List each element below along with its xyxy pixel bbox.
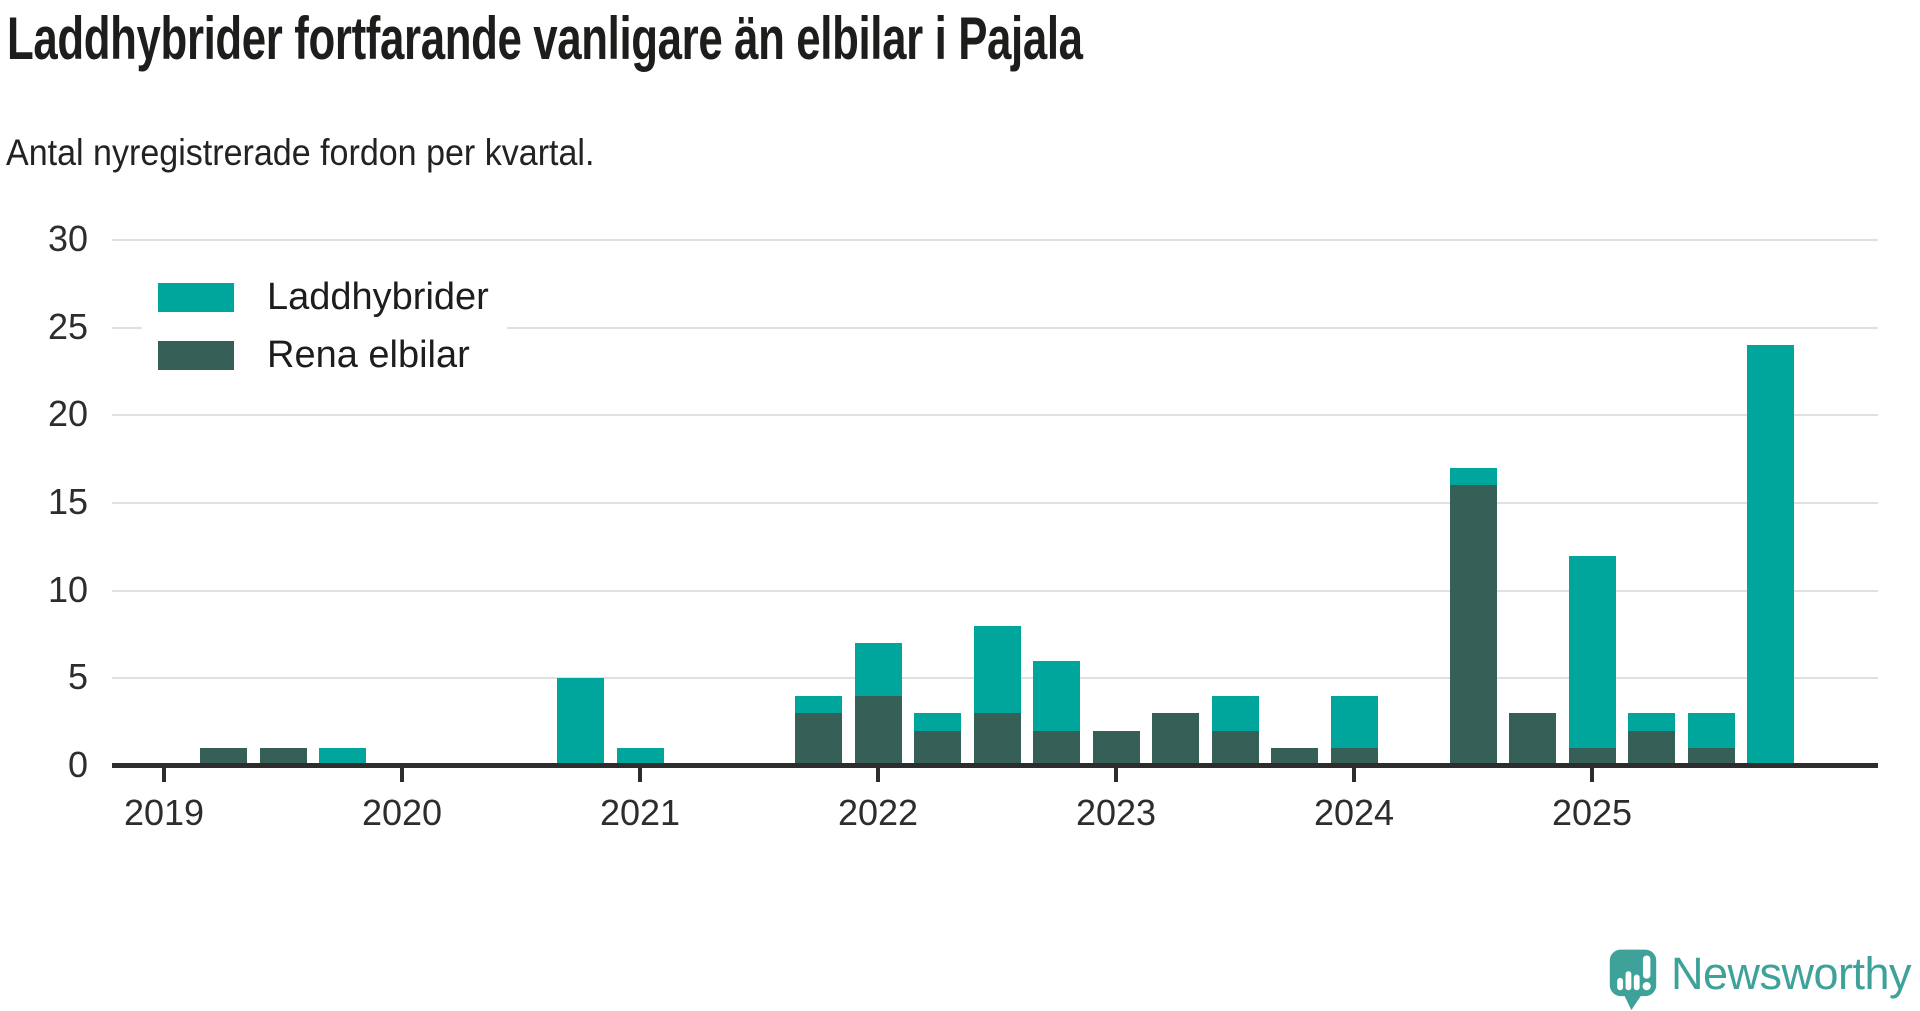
x-axis-tick-2020 <box>400 768 404 782</box>
x-axis-line <box>112 763 1878 768</box>
x-axis-label-2020: 2020 <box>361 792 443 833</box>
bar-segment-rena-elbilar-2024-Q1 <box>1330 748 1378 766</box>
x-axis-label-2025: 2025 <box>1551 792 1633 833</box>
legend-item-laddhybrider: Laddhybrider <box>158 276 489 319</box>
x-axis-label-2019: 2019 <box>123 792 205 833</box>
x-axis-tick-2025 <box>1590 768 1594 782</box>
bar-segment-laddhybrider-2025-Q3 <box>1687 713 1735 749</box>
plot-area: 2019 2020 2021 2022 2023 2024 2025 <box>112 239 1878 833</box>
x-axis-label-2022: 2022 <box>837 792 919 833</box>
x-axis-tick-2021 <box>638 768 642 782</box>
bar-segment-laddhybrider-2025-Q4 <box>1747 345 1794 766</box>
bar-segment-laddhybrider-2019-Q4 <box>319 748 366 766</box>
x-axis-label-2021: 2021 <box>599 792 681 833</box>
bar-segment-laddhybrider-2021-Q1 <box>616 748 664 766</box>
chart-title: Laddhybrider fortfarande vanligare än el… <box>7 5 1083 72</box>
legend-label: Rena elbilar <box>267 334 470 376</box>
y-axis-label-20: 20 <box>47 393 88 435</box>
legend-swatch-rena-elbilar <box>158 341 234 370</box>
bar-segment-laddhybrider-2024-Q3 <box>1449 467 1497 486</box>
bar-segment-rena-elbilar-2023-Q4 <box>1271 748 1318 766</box>
y-axis-label-30: 30 <box>47 218 88 260</box>
x-axis-tick-2019 <box>162 768 166 782</box>
bar-segment-laddhybrider-2024-Q1 <box>1330 695 1378 749</box>
y-axis-label-10: 10 <box>47 568 88 610</box>
bar-segment-rena-elbilar-2022-Q4 <box>1033 730 1080 766</box>
bar-segment-laddhybrider-2025-Q1 <box>1568 555 1616 749</box>
newsworthy-branding: Newsworthy <box>1608 948 1912 1011</box>
legend-item-rena-elbilar: Rena elbilar <box>158 334 489 377</box>
y-axis-label-25: 25 <box>47 305 88 347</box>
newsworthy-logo-text: Newsworthy <box>1671 948 1912 999</box>
bar-segment-rena-elbilar-2025-Q2 <box>1628 730 1675 766</box>
x-axis-label-2023: 2023 <box>1075 792 1157 833</box>
y-axis-label-5: 5 <box>67 656 88 698</box>
gridline-25 <box>112 326 1878 329</box>
bar-segment-rena-elbilar-2022-Q3 <box>973 713 1021 766</box>
x-axis-label-2024: 2024 <box>1313 792 1395 833</box>
bar-segment-laddhybrider-2022-Q2 <box>914 713 961 731</box>
legend: Laddhybrider Rena elbilar <box>142 266 507 389</box>
bar-segment-laddhybrider-2023-Q3 <box>1211 695 1259 731</box>
bar-segment-rena-elbilar-2019-Q3 <box>259 748 307 766</box>
gridline-10 <box>112 589 1878 592</box>
bar-segment-rena-elbilar-2024-Q4 <box>1509 713 1556 766</box>
bar-segment-laddhybrider-2020-Q4 <box>557 678 604 766</box>
bar-segment-laddhybrider-2022-Q4 <box>1033 660 1080 731</box>
bar-segment-laddhybrider-2025-Q2 <box>1628 713 1675 731</box>
bar-segment-laddhybrider-2022-Q1 <box>854 643 902 696</box>
bar-segment-rena-elbilar-2019-Q2 <box>200 748 247 766</box>
y-axis-label-15: 15 <box>47 481 88 523</box>
bar-segment-rena-elbilar-2023-Q3 <box>1211 730 1259 766</box>
bar-segment-rena-elbilar-2025-Q1 <box>1568 748 1616 766</box>
bar-segment-rena-elbilar-2021-Q4 <box>795 713 842 766</box>
bar-segment-laddhybrider-2021-Q4 <box>795 695 842 714</box>
x-axis-tick-2023 <box>1114 768 1118 782</box>
bar-segment-rena-elbilar-2023-Q2 <box>1152 713 1199 766</box>
legend-label: Laddhybrider <box>267 276 489 318</box>
gridline-30 <box>112 239 1878 241</box>
bar-segment-laddhybrider-2022-Q3 <box>973 625 1021 714</box>
bar-segment-rena-elbilar-2022-Q2 <box>914 730 961 766</box>
bar-segment-rena-elbilar-2025-Q3 <box>1687 748 1735 766</box>
bar-segment-rena-elbilar-2022-Q1 <box>854 695 902 766</box>
bar-segment-rena-elbilar-2024-Q3 <box>1449 485 1497 766</box>
gridline-20 <box>112 414 1878 417</box>
y-axis-label-0: 0 <box>67 744 88 786</box>
gridline-15 <box>112 502 1878 504</box>
x-axis-tick-2022 <box>876 768 880 782</box>
legend-swatch-laddhybrider <box>158 283 234 312</box>
chart-subtitle: Antal nyregistrerade fordon per kvartal. <box>6 132 595 173</box>
bar-segment-rena-elbilar-2023-Q1 <box>1092 730 1140 766</box>
newsworthy-logo-icon <box>1609 949 1657 1011</box>
x-axis-tick-2024 <box>1352 768 1356 782</box>
